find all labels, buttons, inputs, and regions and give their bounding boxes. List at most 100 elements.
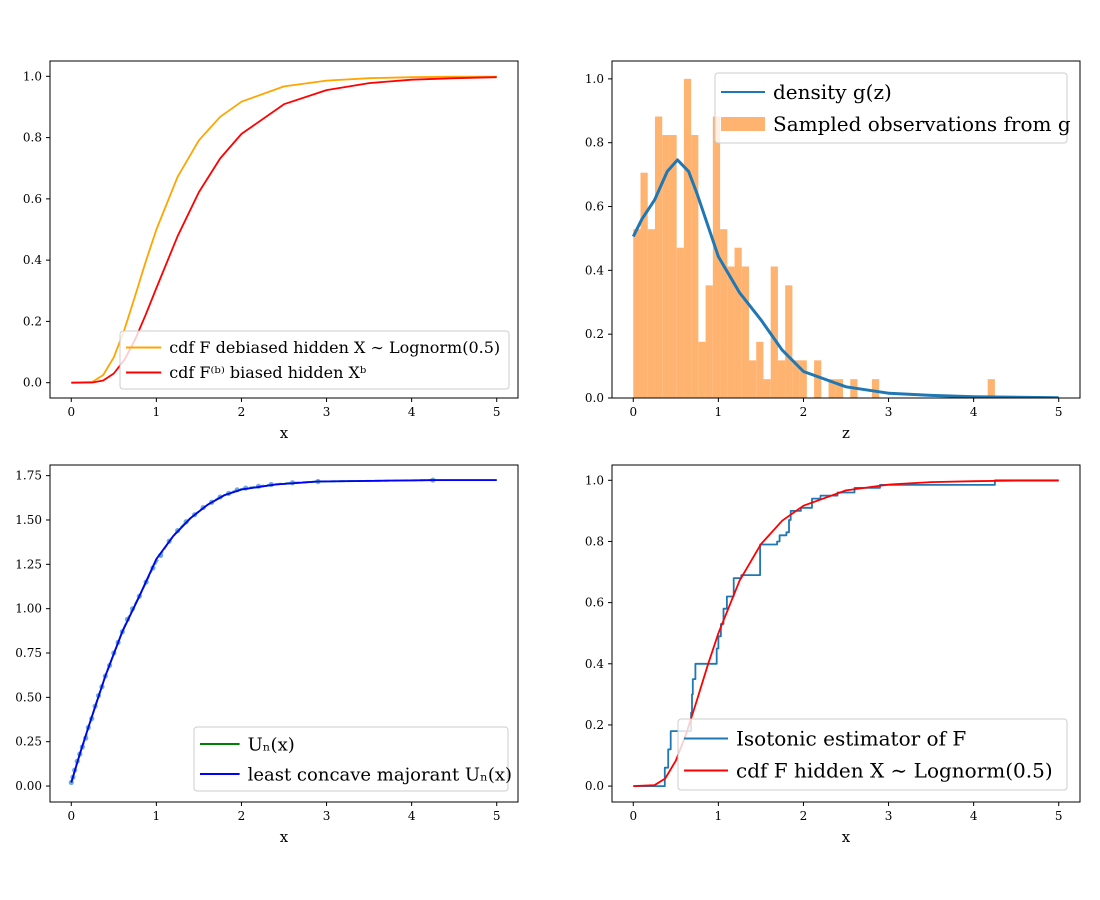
y-tick-label: 1.25 <box>15 557 42 571</box>
histogram-bar <box>835 379 844 398</box>
histogram-bar <box>691 135 699 398</box>
legend-label: density g(z) <box>773 80 892 104</box>
plot-area <box>68 477 497 786</box>
series-line-2 <box>70 479 497 783</box>
series-line-2 <box>71 76 497 384</box>
histogram-bar <box>727 266 735 398</box>
legend-label: cdf F⁽ᵇ⁾ biased hidden Xᵇ <box>169 363 366 382</box>
histogram-bar <box>683 78 692 398</box>
y-tick-label: 0.6 <box>23 192 42 206</box>
x-tick-label: 2 <box>238 809 246 823</box>
x-tick-label: 5 <box>1055 405 1063 419</box>
x-axis-label: z <box>842 424 850 442</box>
x-tick-label: 0 <box>629 809 637 823</box>
y-tick-label: 1.00 <box>15 602 42 616</box>
histogram-bar <box>654 116 663 398</box>
x-tick-label: 5 <box>493 405 501 419</box>
axes-frame <box>49 464 519 803</box>
axes-frame <box>49 60 519 399</box>
histogram-bar <box>647 229 655 398</box>
subplot-3: 0 1 2 3 4 5 0.00 0.25 0.50 0.75 1.00 1.25 1.50 1.75 x U… <box>15 464 519 846</box>
histogram-bar <box>763 379 771 398</box>
x-tick-label: 4 <box>970 405 978 419</box>
histogram-bar <box>633 229 641 398</box>
y-tick-label: 0.50 <box>15 690 42 704</box>
legend-frame <box>677 718 1068 791</box>
y-tick-label: 1.75 <box>15 469 42 483</box>
x-tick-label: 4 <box>970 809 978 823</box>
axes-frame <box>611 60 1081 399</box>
axes-frame <box>611 464 1081 803</box>
x-tick-label: 0 <box>629 405 637 419</box>
y-tick-label: 0.8 <box>23 131 42 145</box>
y-tick-label: 0.8 <box>585 136 604 150</box>
x-tick-label: 4 <box>408 809 416 823</box>
legend-label: least concave majorant Uₙ(x) <box>248 764 512 785</box>
plot-area <box>633 479 1059 787</box>
histogram-bar <box>792 360 800 398</box>
legend-label: Uₙ(x) <box>248 734 295 755</box>
y-tick-label: 0.00 <box>15 779 42 793</box>
legend: Uₙ(x) least concave majorant Uₙ(x) <box>193 726 512 792</box>
histogram-bar <box>705 285 713 398</box>
series-line-1 <box>71 75 497 384</box>
y-tick-label: 0.0 <box>23 376 42 390</box>
y-tick-label: 0.2 <box>23 314 42 328</box>
histogram-bar <box>676 247 684 398</box>
subplot-4: 0 1 2 3 4 5 0.0 0.2 0.4 0.6 0.8 1.0 x Isotonic estima… <box>585 464 1081 846</box>
legend-frame <box>714 72 1068 144</box>
histogram-bar <box>662 135 670 398</box>
y-tick-label: 0.8 <box>585 534 604 548</box>
histogram-bar <box>987 379 995 398</box>
legend-patch-swatch <box>721 117 765 131</box>
x-tick-label: 1 <box>153 809 161 823</box>
histogram-bar <box>741 266 749 398</box>
y-tick-label: 1.0 <box>585 72 604 86</box>
y-tick-label: 0.0 <box>585 391 604 405</box>
x-axis-label: x <box>280 828 289 846</box>
histogram-bar <box>777 360 786 398</box>
x-tick-label: 2 <box>800 809 808 823</box>
y-tick-label: 0.25 <box>15 735 42 749</box>
plot-area <box>631 78 1059 398</box>
legend-frame <box>119 330 510 390</box>
x-tick-label: 3 <box>323 405 331 419</box>
y-tick-label: 0.2 <box>585 327 604 341</box>
histogram-bar <box>720 229 728 398</box>
x-tick-label: 3 <box>323 809 331 823</box>
histogram-bar <box>814 360 822 398</box>
histogram-bar <box>698 341 706 398</box>
x-tick-label: 3 <box>885 809 893 823</box>
histogram-bar <box>640 172 648 398</box>
histogram-bar <box>756 341 764 398</box>
y-tick-label: 1.0 <box>585 473 604 487</box>
legend-label: cdf F debiased hidden X ∼ Lognorm(0.5) <box>169 338 500 357</box>
legend: cdf F debiased hidden X ∼ Lognorm(0.5) cd… <box>119 330 510 390</box>
x-axis-label: x <box>842 828 851 846</box>
x-axis-label: x <box>280 424 289 442</box>
y-tick-label: 0.2 <box>585 718 604 732</box>
x-tick-label: 2 <box>800 405 808 419</box>
y-tick-label: 0.6 <box>585 200 604 214</box>
x-tick-label: 1 <box>715 405 723 419</box>
y-tick-label: 0.4 <box>585 263 604 277</box>
histogram-bar <box>770 266 778 398</box>
legend-frame <box>193 726 509 792</box>
histogram-bar <box>748 360 757 398</box>
series-line-2 <box>633 479 1059 787</box>
histogram-bar <box>828 379 836 398</box>
x-tick-label: 3 <box>885 405 893 419</box>
series-line-1 <box>631 158 1059 398</box>
histogram-bar <box>785 285 793 398</box>
x-tick-label: 5 <box>493 809 501 823</box>
subplot-2: 0 1 2 3 4 5 0.0 0.2 0.4 0.6 0.8 1.0 z density g(z) Sam… <box>585 60 1081 442</box>
plot-area <box>71 75 497 384</box>
legend: Isotonic estimator of F cdf F hidden X ∼ … <box>677 718 1068 791</box>
legend: density g(z) Sampled observations from g <box>714 72 1071 144</box>
y-tick-label: 1.0 <box>23 69 42 83</box>
histogram-bar <box>871 379 880 398</box>
x-tick-label: 2 <box>238 405 246 419</box>
subplot-1: 0 1 2 3 4 5 0.0 0.2 0.4 0.6 0.8 1.0 x cdf F debiased … <box>23 60 519 442</box>
x-tick-label: 0 <box>67 809 75 823</box>
